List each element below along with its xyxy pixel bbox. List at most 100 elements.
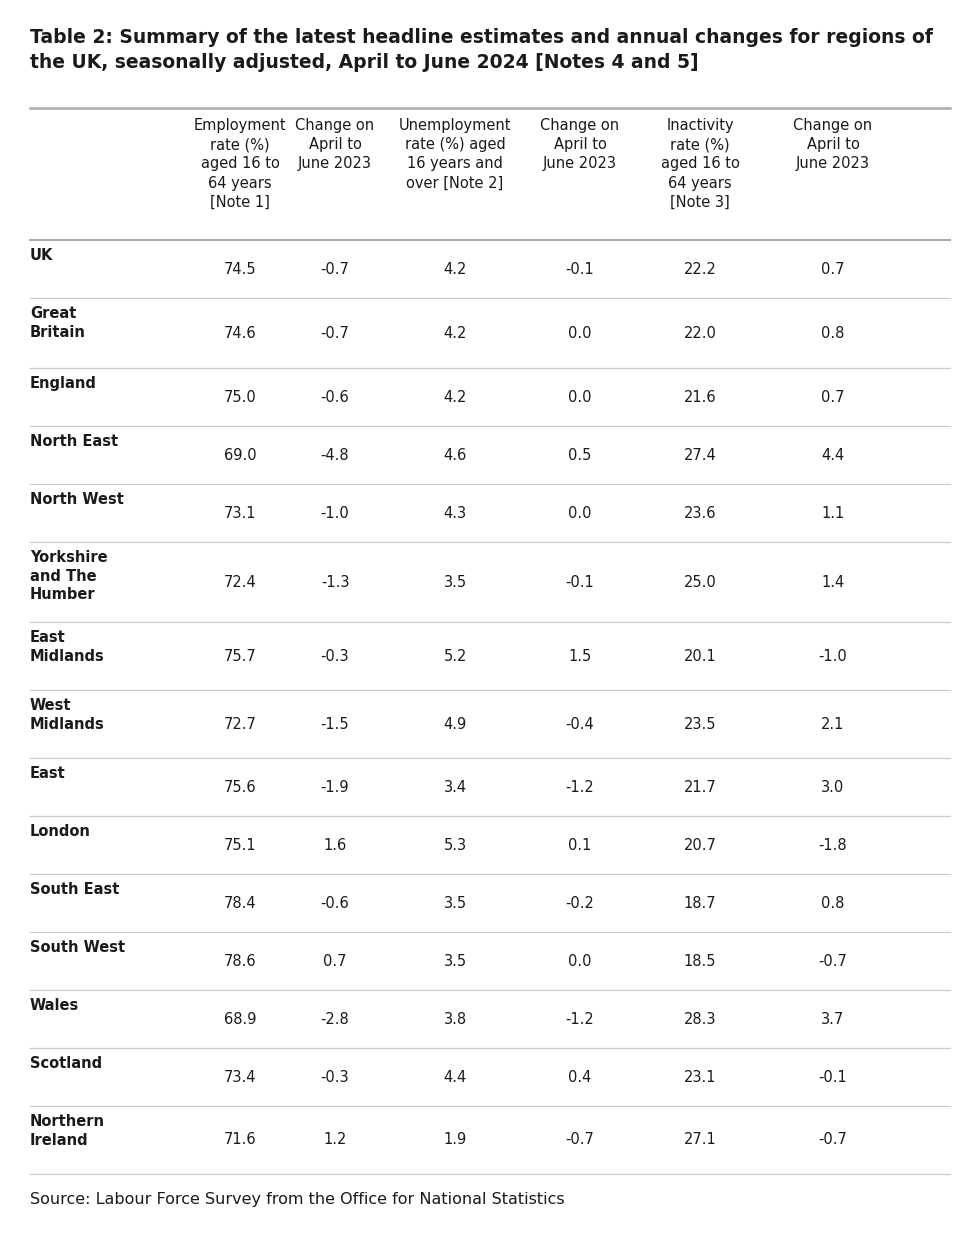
Text: South West: South West [30, 940, 125, 955]
Text: 1.2: 1.2 [323, 1132, 347, 1147]
Text: 25.0: 25.0 [684, 574, 716, 589]
Text: 0.0: 0.0 [568, 326, 592, 341]
Text: 3.5: 3.5 [443, 895, 466, 911]
Text: -1.2: -1.2 [565, 1012, 595, 1027]
Text: 21.7: 21.7 [684, 779, 716, 794]
Text: 74.6: 74.6 [223, 326, 257, 341]
Text: 27.1: 27.1 [684, 1132, 716, 1147]
Text: 0.4: 0.4 [568, 1069, 592, 1084]
Text: Employment
rate (%)
aged 16 to
64 years
[Note 1]: Employment rate (%) aged 16 to 64 years … [194, 118, 286, 210]
Text: 71.6: 71.6 [223, 1132, 257, 1147]
Text: 0.7: 0.7 [821, 261, 845, 276]
Text: -0.1: -0.1 [818, 1069, 848, 1084]
Text: -0.3: -0.3 [320, 1069, 349, 1084]
Text: Great
Britain: Great Britain [30, 306, 86, 339]
Text: 5.3: 5.3 [443, 838, 466, 853]
Text: -0.6: -0.6 [320, 895, 350, 911]
Text: 4.4: 4.4 [443, 1069, 466, 1084]
Text: 23.1: 23.1 [684, 1069, 716, 1084]
Text: 1.4: 1.4 [821, 574, 845, 589]
Text: -0.1: -0.1 [565, 261, 595, 276]
Text: -0.6: -0.6 [320, 389, 350, 404]
Text: 73.4: 73.4 [223, 1069, 256, 1084]
Text: 74.5: 74.5 [223, 261, 257, 276]
Text: 72.7: 72.7 [223, 716, 257, 731]
Text: North East: North East [30, 434, 119, 449]
Text: 3.5: 3.5 [443, 574, 466, 589]
Text: -0.7: -0.7 [818, 1132, 848, 1147]
Text: -1.3: -1.3 [320, 574, 349, 589]
Text: 0.7: 0.7 [323, 953, 347, 968]
Text: 3.0: 3.0 [821, 779, 845, 794]
Text: 4.2: 4.2 [443, 326, 466, 341]
Text: -1.9: -1.9 [320, 779, 349, 794]
Text: 75.6: 75.6 [223, 779, 257, 794]
Text: 1.1: 1.1 [821, 506, 845, 521]
Text: 22.2: 22.2 [684, 261, 716, 276]
Text: Wales: Wales [30, 998, 79, 1013]
Text: 0.0: 0.0 [568, 506, 592, 521]
Text: -0.7: -0.7 [320, 326, 350, 341]
Text: 4.3: 4.3 [443, 506, 466, 521]
Text: Unemployment
rate (%) aged
16 years and
over [Note 2]: Unemployment rate (%) aged 16 years and … [399, 118, 512, 190]
Text: 3.5: 3.5 [443, 953, 466, 968]
Text: -1.2: -1.2 [565, 779, 595, 794]
Text: -1.0: -1.0 [818, 649, 848, 664]
Text: -0.2: -0.2 [565, 895, 595, 911]
Text: 4.2: 4.2 [443, 261, 466, 276]
Text: 0.0: 0.0 [568, 389, 592, 404]
Text: 0.8: 0.8 [821, 326, 845, 341]
Text: 27.4: 27.4 [684, 447, 716, 462]
Text: 21.6: 21.6 [684, 389, 716, 404]
Text: -1.0: -1.0 [320, 506, 350, 521]
Text: North West: North West [30, 492, 123, 507]
Text: 1.5: 1.5 [568, 649, 592, 664]
Text: 3.8: 3.8 [443, 1012, 466, 1027]
Text: -1.8: -1.8 [818, 838, 848, 853]
Text: 72.4: 72.4 [223, 574, 257, 589]
Text: -0.3: -0.3 [320, 649, 349, 664]
Text: -0.7: -0.7 [565, 1132, 595, 1147]
Text: Table 2: Summary of the latest headline estimates and annual changes for regions: Table 2: Summary of the latest headline … [30, 29, 933, 72]
Text: -1.5: -1.5 [320, 716, 349, 731]
Text: -0.7: -0.7 [818, 953, 848, 968]
Text: -2.8: -2.8 [320, 1012, 350, 1027]
Text: UK: UK [30, 249, 53, 264]
Text: Inactivity
rate (%)
aged 16 to
64 years
[Note 3]: Inactivity rate (%) aged 16 to 64 years … [661, 118, 740, 210]
Text: 18.7: 18.7 [684, 895, 716, 911]
Text: 2.1: 2.1 [821, 716, 845, 731]
Text: East: East [30, 766, 66, 781]
Text: 18.5: 18.5 [684, 953, 716, 968]
Text: Change on
April to
June 2023: Change on April to June 2023 [295, 118, 374, 172]
Text: -0.1: -0.1 [565, 574, 595, 589]
Text: 5.2: 5.2 [443, 649, 466, 664]
Text: Change on
April to
June 2023: Change on April to June 2023 [540, 118, 619, 172]
Text: 78.6: 78.6 [223, 953, 257, 968]
Text: Change on
April to
June 2023: Change on April to June 2023 [794, 118, 872, 172]
Text: 0.0: 0.0 [568, 953, 592, 968]
Text: East
Midlands: East Midlands [30, 630, 105, 664]
Text: Yorkshire
and The
Humber: Yorkshire and The Humber [30, 549, 108, 602]
Text: 68.9: 68.9 [223, 1012, 256, 1027]
Text: West
Midlands: West Midlands [30, 699, 105, 732]
Text: 75.7: 75.7 [223, 649, 257, 664]
Text: Northern
Ireland: Northern Ireland [30, 1114, 105, 1147]
Text: 0.1: 0.1 [568, 838, 592, 853]
Text: 22.0: 22.0 [684, 326, 716, 341]
Text: 4.4: 4.4 [821, 447, 845, 462]
Text: 4.9: 4.9 [443, 716, 466, 731]
Text: 23.6: 23.6 [684, 506, 716, 521]
Text: 75.0: 75.0 [223, 389, 257, 404]
Text: 78.4: 78.4 [223, 895, 257, 911]
Text: 23.5: 23.5 [684, 716, 716, 731]
Text: -4.8: -4.8 [320, 447, 349, 462]
Text: 0.8: 0.8 [821, 895, 845, 911]
Text: England: England [30, 375, 97, 392]
Text: 0.7: 0.7 [821, 389, 845, 404]
Text: -0.7: -0.7 [320, 261, 350, 276]
Text: 4.6: 4.6 [443, 447, 466, 462]
Text: Source: Labour Force Survey from the Office for National Statistics: Source: Labour Force Survey from the Off… [30, 1192, 564, 1207]
Text: 75.1: 75.1 [223, 838, 257, 853]
Text: 20.1: 20.1 [684, 649, 716, 664]
Text: Scotland: Scotland [30, 1057, 102, 1071]
